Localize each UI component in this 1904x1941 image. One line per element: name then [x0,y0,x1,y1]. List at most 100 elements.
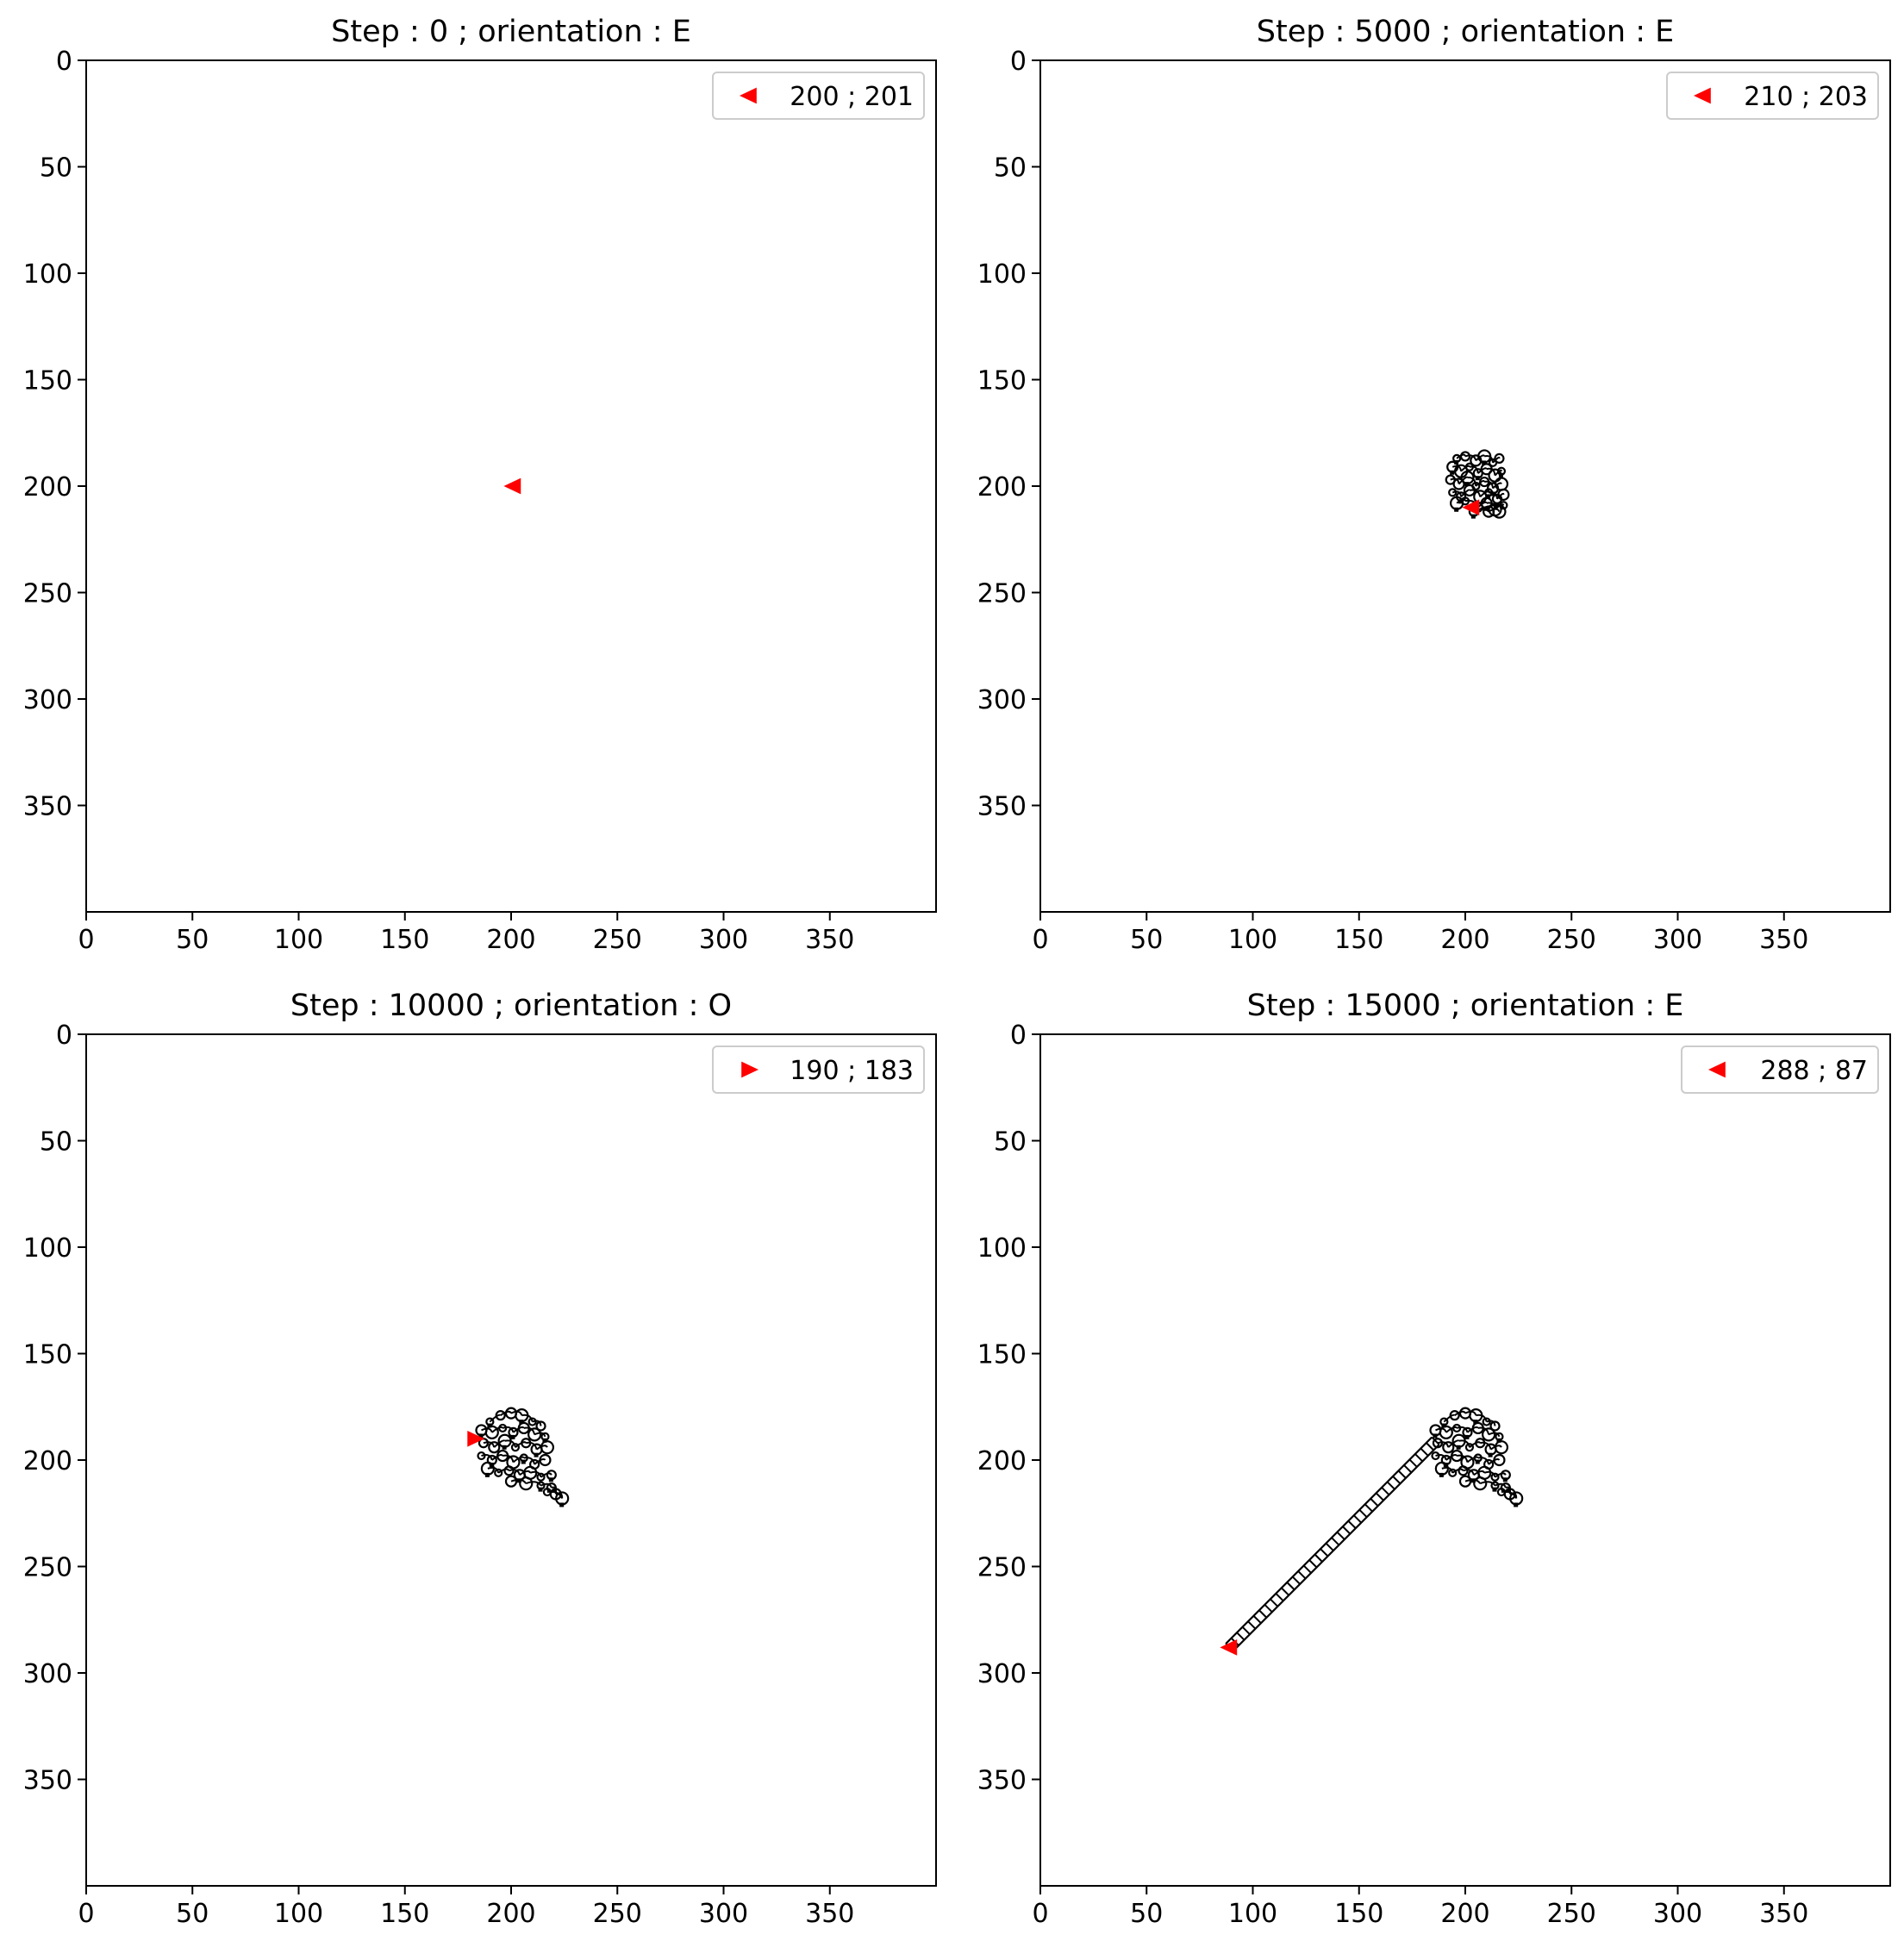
x-tick-label: 300 [699,925,748,955]
trail-segment [1477,1457,1490,1465]
trail-edge [1232,1444,1440,1652]
trail-rung [1302,1564,1312,1574]
y-tick-label: 150 [977,366,1027,396]
y-tick-label: 100 [977,259,1027,290]
agent-marker-layer [503,477,521,495]
trail-loop [1458,1475,1472,1488]
trail-segment [1456,1426,1469,1433]
trail-loop [1448,488,1458,497]
trail-rung [1320,1548,1329,1557]
trail-rung [1325,1542,1334,1551]
trail-segment [481,1427,493,1433]
trail-segment [1483,1470,1496,1478]
x-tick-label: 0 [1032,1899,1048,1929]
y-tick-label: 300 [23,1659,72,1689]
trail-segment [491,1426,503,1433]
x-tick-label: 350 [805,925,854,955]
panel-step-15000: Step : 15000 ; orientation : E 0 50 100 150… [977,989,1891,1929]
trail-segment [1464,1478,1482,1484]
panel-title: Step : 0 ; orientation : E [331,15,691,49]
trail-segment [1486,467,1496,476]
trail-cell [1441,1423,1446,1428]
trail-cell [1450,470,1455,475]
trail-cell [1514,1502,1519,1507]
trail-rung [1236,1632,1245,1641]
trail-loop [519,1476,534,1491]
trail-segment [512,1456,525,1464]
trail-segment [497,1468,510,1474]
agent-marker-layer [467,1430,485,1447]
trail-rung [1397,1470,1407,1479]
trail-rung [1241,1626,1251,1635]
x-tick-label: 150 [1334,1899,1383,1929]
trail-cell [1475,476,1480,481]
trail-segment [1460,465,1470,472]
trail-loop [1489,1420,1501,1432]
x-tick-label: 0 [78,1899,94,1929]
legend: 200 ; 201 [712,72,925,120]
trail-rung [1258,1609,1268,1619]
trail-cell [1486,494,1491,499]
trail-segment [504,1439,516,1448]
agent-marker-layer [1220,1639,1238,1656]
y-tick-label: 150 [23,1340,72,1370]
y-tick-label: 150 [23,366,72,396]
y-tick-label: 300 [23,685,72,715]
trail-rung [1426,1442,1434,1451]
y-tick-label: 300 [977,685,1027,715]
trail-loop [484,1425,499,1439]
trail-loop [1464,1443,1475,1452]
trail-rung [1291,1576,1301,1585]
x-tick-label: 350 [805,1899,854,1929]
trail-segment [1483,480,1495,489]
trail-segment [1495,1482,1507,1489]
y-tick-label: 100 [23,1233,72,1264]
trail-loop [1439,1425,1453,1439]
trail-segment [1479,1481,1496,1487]
agent-marker [1462,499,1480,516]
trail-segment [515,1441,528,1448]
trail-cell [1496,1438,1501,1443]
trail-cell [1464,482,1470,487]
legend-marker-icon [1708,1061,1726,1078]
legend-label: 190 ; 183 [790,1056,914,1086]
trail-cell [538,1487,543,1492]
legend-label: 200 ; 201 [790,82,914,112]
trail-segment [1460,489,1470,498]
trail-segment [1435,1454,1447,1461]
panel-step-0: Step : 0 ; orientation : E 0 50 100 150 200 2… [23,15,937,955]
trail-segment [534,1432,546,1438]
trail-loop [495,1410,506,1421]
trail-segment [1443,1414,1456,1423]
trail-loop [1448,1468,1458,1477]
trail-segment [1477,467,1488,474]
y-tick-label: 350 [977,1766,1027,1796]
trail-rung [1286,1582,1295,1591]
legend-box [1681,1045,1879,1094]
trail-segment [519,1470,532,1476]
trail-segment [1464,454,1477,461]
x-tick-label: 50 [176,925,209,955]
y-tick-label: 150 [977,1340,1027,1370]
x-tick-label: 50 [1130,925,1163,955]
trail-loop [1482,1417,1491,1426]
trail-segment [525,1481,542,1487]
y-tick-label: 0 [56,1020,72,1051]
x-tick-label: 300 [1653,1899,1702,1929]
trail-loop [1458,1465,1469,1476]
x-tick-label: 250 [1547,1899,1596,1929]
trail-cluster [1225,1407,1524,1652]
trail-segment [1473,1470,1486,1476]
trail-rung [1275,1593,1284,1602]
trail-segment [509,1469,521,1476]
trail-segment [1488,1432,1501,1438]
trail-loop [536,1472,546,1482]
trail-cell [1456,1445,1461,1450]
trail-loop [1442,1441,1455,1454]
trail-rung [1342,1526,1352,1535]
trail-loop [1482,1427,1496,1442]
y-tick-label: 200 [23,472,72,502]
legend-marker-icon [740,87,757,104]
x-tick-label: 50 [1130,1899,1163,1929]
trail-rung [1247,1620,1257,1630]
